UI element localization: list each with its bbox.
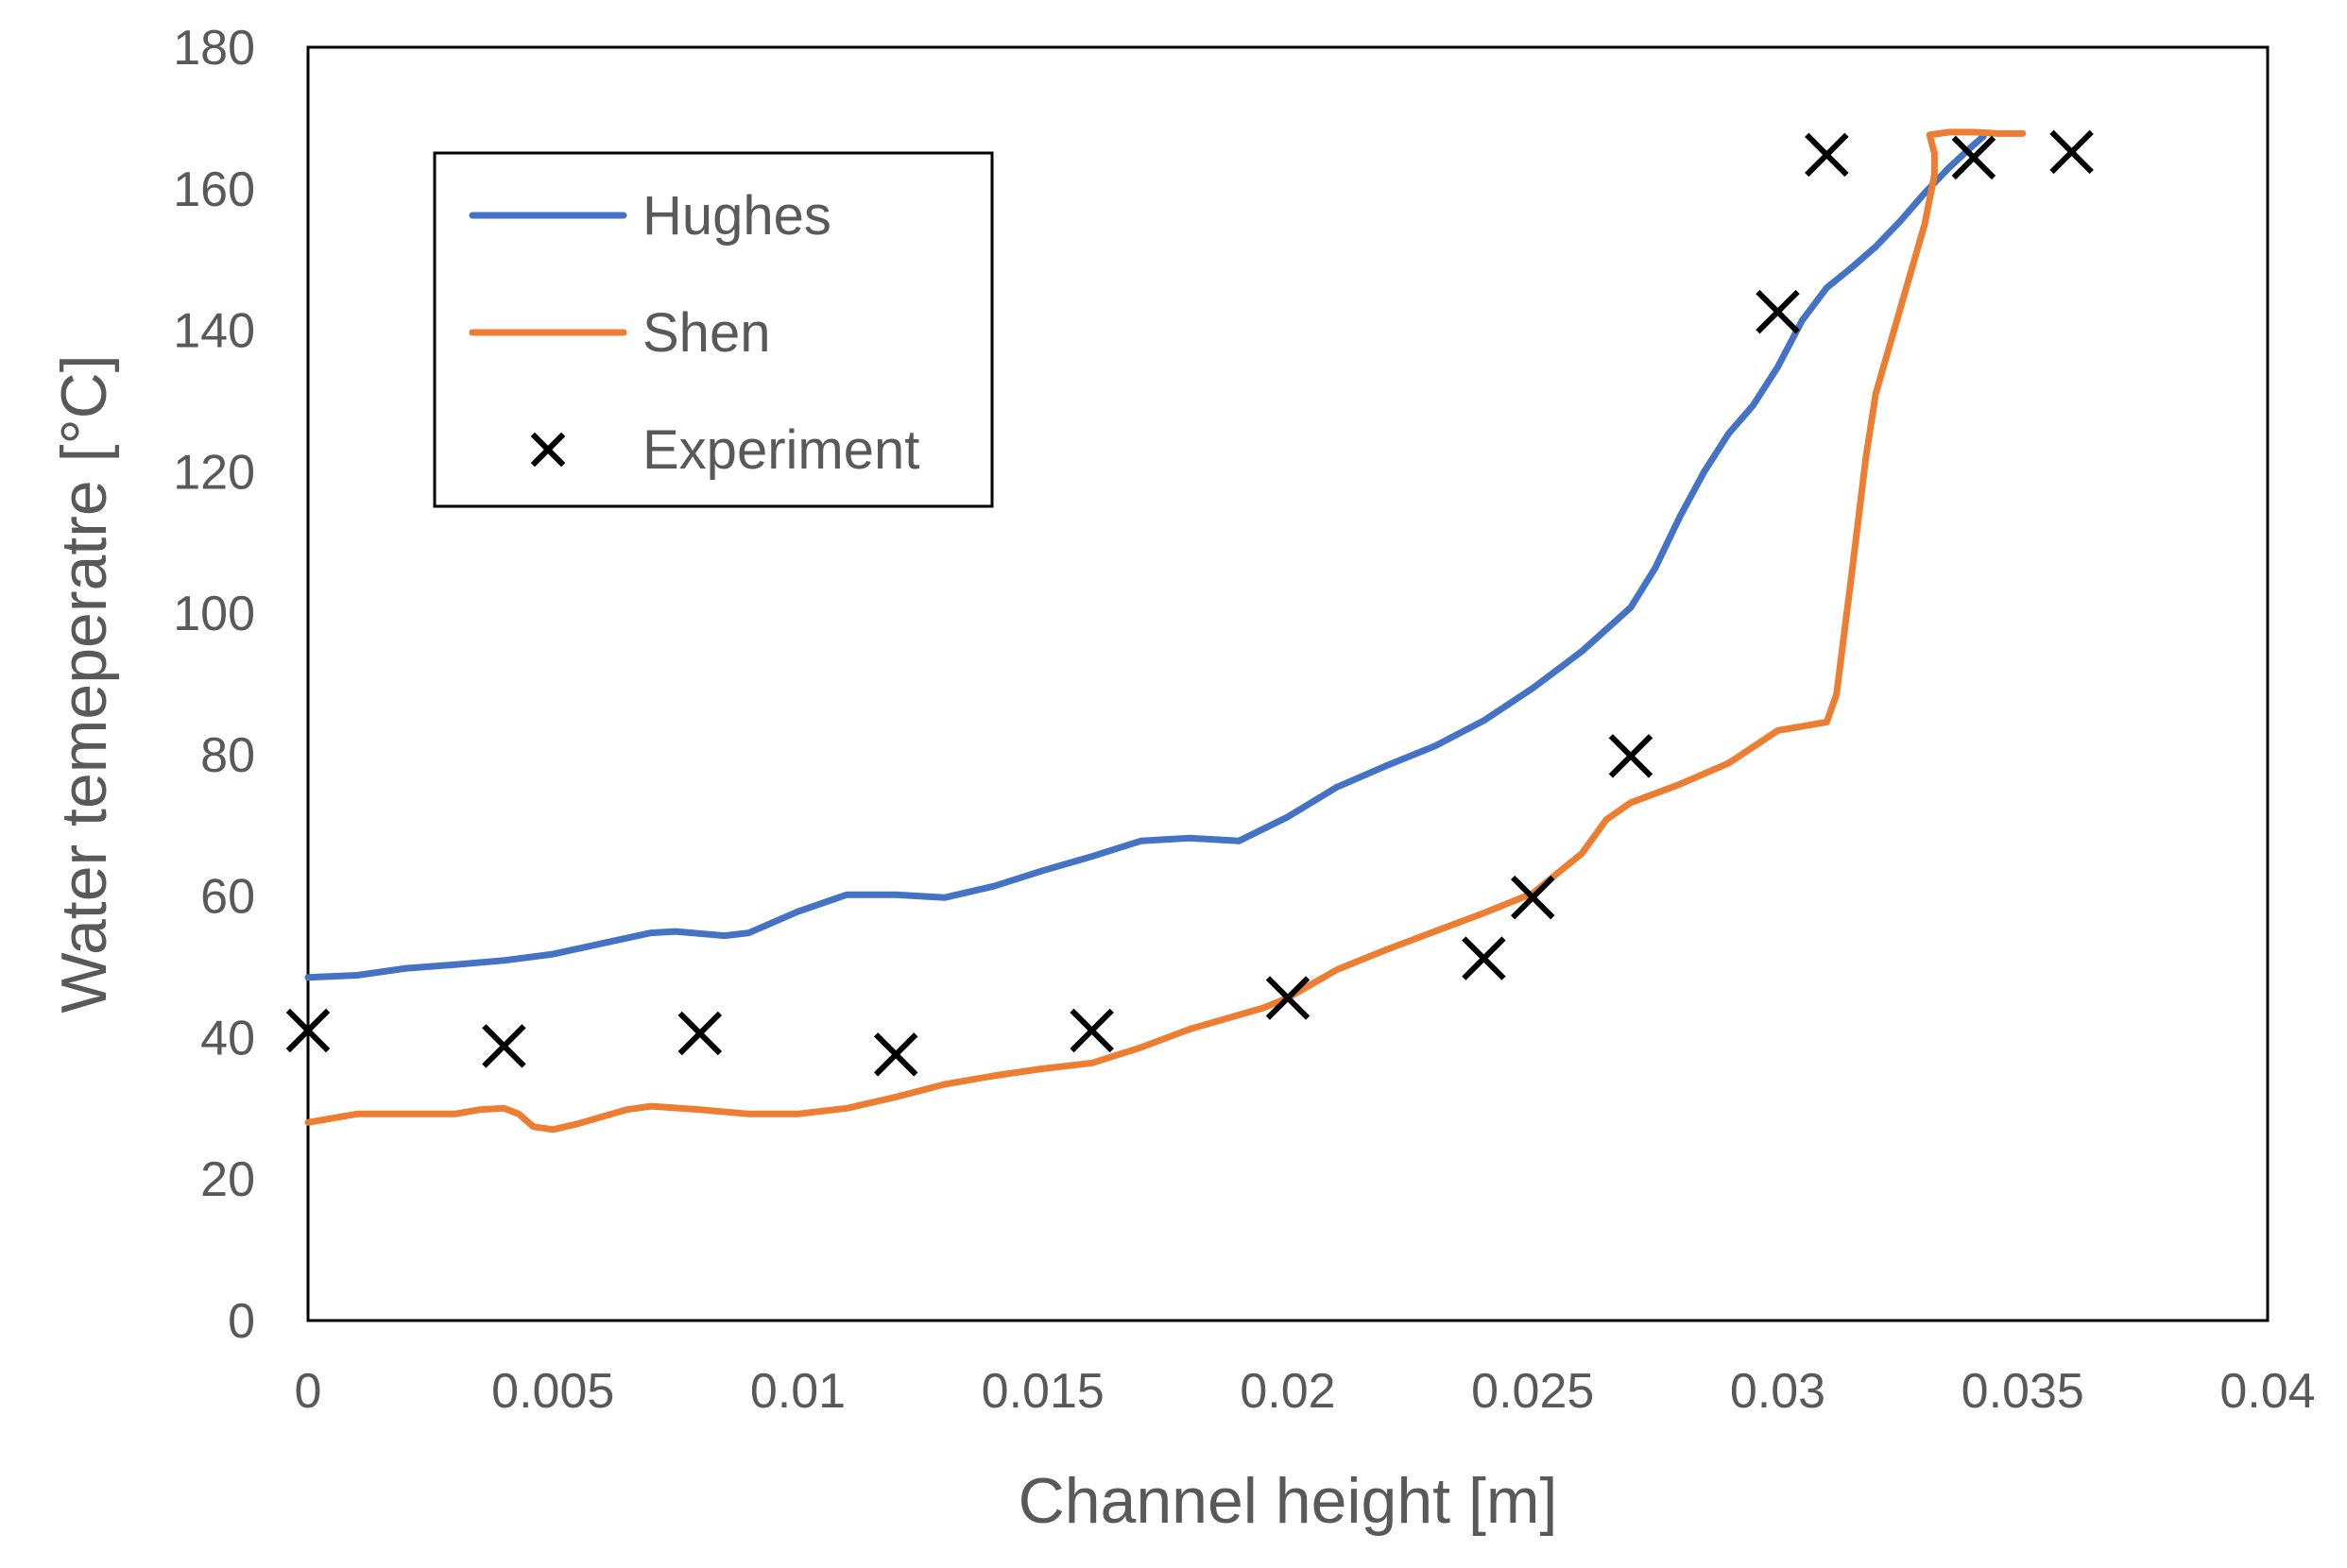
series-line-hughes: [304, 132, 1987, 981]
experiment-point: [873, 1032, 918, 1077]
y-tick-label: 20: [200, 1152, 255, 1207]
y-tick-label: 120: [173, 445, 255, 500]
experiment-point: [1511, 875, 1555, 920]
x-marker-icon: [530, 432, 566, 468]
x-tick-label: 0.04: [2219, 1364, 2315, 1419]
experiment-point: [1805, 132, 1849, 178]
plot-area-border: [306, 45, 2270, 1322]
x-tick-label: 0.02: [1240, 1364, 1335, 1419]
experiment-point: [2049, 129, 2094, 175]
legend-label-experiment: Experiment: [642, 419, 919, 481]
y-tick-label: 100: [173, 587, 255, 641]
y-tick-label: 160: [173, 162, 255, 217]
legend-swatch-experiment: [530, 432, 566, 468]
y-tick-label: 180: [173, 21, 255, 76]
y-tick-label: 80: [200, 728, 255, 783]
y-axis-title: Water temeperatre [°C]: [48, 354, 120, 1013]
experiment-point: [285, 1008, 331, 1053]
y-tick-label: 60: [200, 870, 255, 925]
y-tick-label: 0: [228, 1294, 255, 1349]
x-tick-label: 0: [295, 1364, 322, 1419]
experiment-point: [482, 1024, 526, 1068]
experiment-point: [1608, 734, 1653, 778]
x-tick-label: 0.035: [1962, 1364, 2084, 1419]
x-axis-ticks: 0 0.005 0.01 0.015 0.02 0.025 0.03 0.035 0.04: [295, 1364, 2316, 1419]
series-layer: [285, 128, 2094, 1133]
legend-label-shen: Shen: [642, 302, 770, 364]
experiment-point: [1265, 976, 1311, 1020]
x-tick-label: 0.03: [1730, 1364, 1825, 1419]
x-tick-label: 0.015: [982, 1364, 1105, 1419]
experiment-point: [1070, 1008, 1114, 1053]
y-tick-label: 140: [173, 304, 255, 359]
experiment-point: [1951, 135, 1996, 180]
legend-label-hughes: Hughes: [642, 185, 831, 247]
x-tick-label: 0.01: [750, 1364, 846, 1419]
x-tick-label: 0.025: [1471, 1364, 1594, 1419]
experiment-point: [677, 1011, 723, 1056]
legend: Hughes Shen Experiment: [433, 151, 994, 508]
series-line-shen: [304, 128, 2027, 1133]
experiment-point: [1756, 289, 1800, 334]
y-axis-ticks: 0 20 40 60 80 100 120 140 160 180: [173, 21, 255, 1349]
experiment-point: [1462, 936, 1506, 980]
x-axis-title: Channel height [m]: [1019, 1465, 1558, 1537]
x-tick-label: 0.005: [491, 1364, 614, 1419]
y-tick-label: 40: [200, 1011, 255, 1065]
